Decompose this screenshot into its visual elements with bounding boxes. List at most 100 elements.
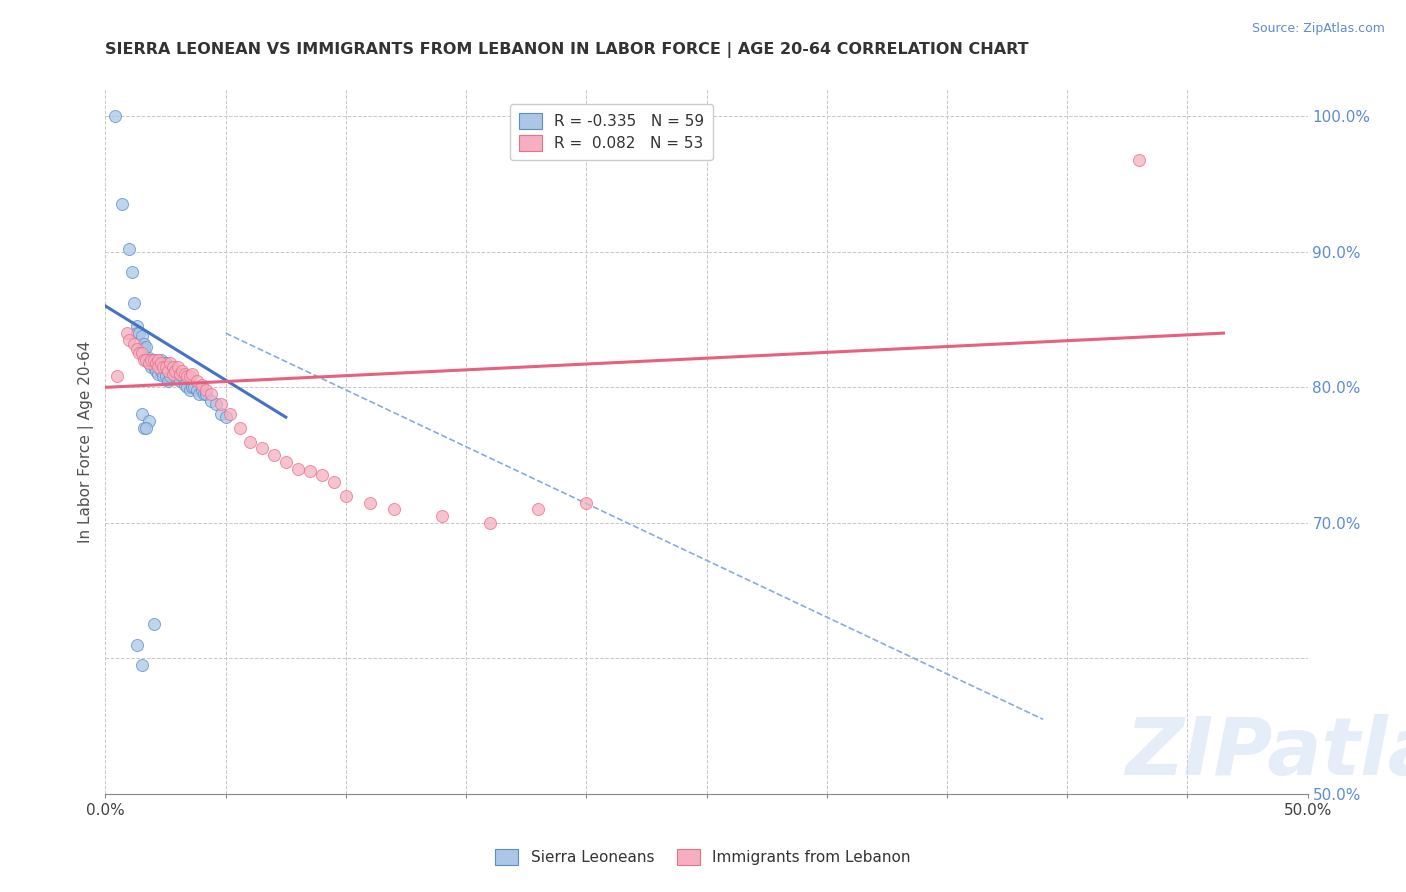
Point	[142, 353, 165, 368]
Point	[148, 353, 170, 368]
Point	[149, 356, 172, 370]
Point	[148, 367, 170, 381]
Point	[205, 396, 228, 410]
Point	[156, 374, 179, 388]
Point	[131, 658, 153, 673]
Point	[195, 387, 218, 401]
Point	[139, 353, 162, 368]
Point	[128, 326, 150, 340]
Point	[274, 455, 297, 469]
Point	[152, 369, 174, 384]
Text: ZIPatlas: ZIPatlas	[1125, 714, 1406, 792]
Point	[219, 408, 242, 422]
Point	[145, 353, 167, 368]
Point	[214, 410, 236, 425]
Point	[132, 421, 155, 435]
Point	[135, 340, 157, 354]
Point	[145, 356, 167, 370]
Point	[359, 495, 381, 509]
Point	[159, 359, 181, 374]
Point	[186, 383, 208, 397]
Y-axis label: In Labor Force | Age 20-64: In Labor Force | Age 20-64	[79, 341, 94, 542]
Legend: Sierra Leoneans, Immigrants from Lebanon: Sierra Leoneans, Immigrants from Lebanon	[489, 843, 917, 871]
Point	[149, 364, 172, 378]
Point	[162, 359, 184, 374]
Point	[166, 367, 188, 381]
Point	[148, 356, 170, 370]
Point	[124, 296, 146, 310]
Point	[179, 383, 201, 397]
Point	[139, 353, 162, 368]
Point	[138, 351, 160, 365]
Point	[287, 461, 309, 475]
Point	[298, 464, 321, 478]
Point	[142, 359, 165, 374]
Point	[229, 421, 252, 435]
Point	[209, 408, 232, 422]
Point	[159, 356, 181, 370]
Point	[139, 359, 162, 374]
Point	[135, 421, 157, 435]
Text: Source: ZipAtlas.com: Source: ZipAtlas.com	[1251, 22, 1385, 36]
Point	[121, 265, 143, 279]
Point	[145, 364, 167, 378]
Point	[193, 387, 215, 401]
Point	[263, 448, 285, 462]
Point	[335, 489, 357, 503]
Point	[152, 356, 174, 370]
Point	[527, 502, 550, 516]
Point	[138, 414, 160, 428]
Point	[131, 340, 153, 354]
Point	[169, 367, 191, 381]
Point	[209, 396, 232, 410]
Point	[165, 364, 187, 378]
Point	[322, 475, 344, 490]
Point	[162, 367, 184, 381]
Point	[125, 319, 148, 334]
Point	[181, 367, 204, 381]
Point	[111, 197, 134, 211]
Point	[156, 359, 179, 374]
Point	[1128, 153, 1150, 167]
Point	[148, 359, 170, 374]
Point	[155, 356, 177, 370]
Point	[118, 333, 141, 347]
Point	[173, 377, 195, 392]
Point	[430, 509, 453, 524]
Point	[149, 353, 172, 368]
Point	[173, 367, 195, 381]
Point	[190, 377, 212, 392]
Point	[186, 374, 208, 388]
Point	[188, 387, 211, 401]
Point	[135, 353, 157, 368]
Point	[172, 364, 194, 378]
Point	[156, 364, 179, 378]
Text: SIERRA LEONEAN VS IMMIGRANTS FROM LEBANON IN LABOR FORCE | AGE 20-64 CORRELATION: SIERRA LEONEAN VS IMMIGRANTS FROM LEBANO…	[105, 42, 1029, 58]
Point	[125, 343, 148, 357]
Point	[575, 495, 598, 509]
Point	[250, 442, 273, 456]
Point	[195, 383, 218, 397]
Point	[131, 408, 153, 422]
Point	[132, 337, 155, 351]
Point	[107, 369, 129, 384]
Point	[183, 380, 205, 394]
Point	[382, 502, 405, 516]
Point	[181, 380, 204, 394]
Point	[118, 242, 141, 256]
Point	[132, 343, 155, 357]
Point	[125, 638, 148, 652]
Point	[172, 369, 194, 384]
Point	[190, 383, 212, 397]
Legend: R = -0.335   N = 59, R =  0.082   N = 53: R = -0.335 N = 59, R = 0.082 N = 53	[510, 103, 713, 161]
Point	[124, 337, 146, 351]
Point	[138, 356, 160, 370]
Point	[138, 356, 160, 370]
Point	[132, 353, 155, 368]
Point	[239, 434, 262, 449]
Point	[104, 109, 127, 123]
Point	[166, 359, 188, 374]
Point	[176, 369, 198, 384]
Point	[115, 326, 138, 340]
Point	[125, 326, 148, 340]
